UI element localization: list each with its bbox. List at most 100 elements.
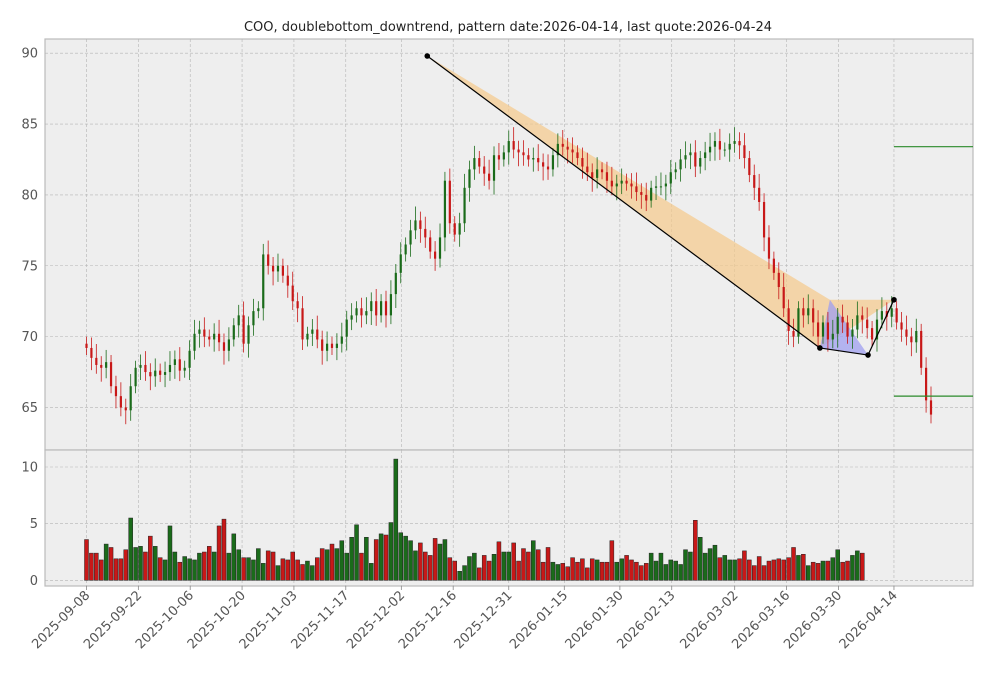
volume-bar	[143, 551, 148, 581]
volume-bar	[457, 571, 462, 581]
volume-bar	[688, 551, 693, 581]
volume-bar	[506, 551, 511, 581]
candle-body	[605, 172, 609, 181]
volume-bar	[776, 558, 782, 581]
volume-bar	[305, 560, 310, 581]
candle-body	[124, 407, 127, 411]
pattern-bands	[427, 56, 894, 356]
candle-body	[571, 149, 574, 153]
volume-bar	[118, 558, 124, 581]
candle-body	[924, 367, 928, 401]
candle-body	[203, 329, 206, 337]
volume-bar	[747, 559, 752, 581]
volume-bar	[535, 549, 541, 581]
candle-body	[851, 329, 854, 337]
volume-bar	[206, 546, 212, 581]
candle-body	[154, 370, 157, 377]
volume-bar	[339, 540, 345, 581]
volume-bar	[526, 551, 531, 581]
candle-body	[586, 166, 589, 173]
candle-body	[527, 155, 530, 160]
candle-body	[394, 272, 397, 295]
candle-body	[414, 220, 417, 231]
volume-bar	[329, 543, 335, 581]
candle-body	[537, 158, 540, 163]
volume-bar	[806, 565, 811, 581]
candle-body	[787, 308, 790, 331]
candle-body	[905, 329, 908, 337]
candle-body	[311, 329, 314, 334]
volume-bar	[295, 559, 300, 581]
price-tick-label: 65	[21, 401, 38, 416]
volume-bar	[172, 551, 178, 581]
volume-bar	[585, 567, 590, 581]
volume-bar	[643, 563, 649, 581]
volume-bar	[388, 522, 394, 581]
candle-body	[777, 272, 780, 288]
volume-bar	[737, 558, 742, 581]
volume-bar	[820, 560, 826, 581]
candle-body	[542, 162, 545, 167]
volume-bar	[364, 537, 369, 581]
volume-bar	[103, 543, 109, 581]
volume-bar	[845, 560, 850, 581]
candle-body	[237, 315, 240, 326]
volume-bar	[202, 551, 207, 581]
candle-body	[281, 265, 284, 276]
candle-body	[561, 143, 564, 147]
candle-body	[910, 336, 913, 343]
candle-body	[797, 308, 800, 337]
volume-bar	[162, 559, 168, 581]
candle-body	[119, 396, 122, 408]
candle-body	[453, 223, 456, 235]
volume-bar	[801, 554, 806, 581]
candle-body	[188, 350, 191, 368]
candle-body	[610, 180, 613, 187]
volume-bar	[575, 561, 580, 581]
candle-body	[635, 186, 638, 193]
candle-body	[507, 141, 510, 153]
candle-body	[895, 308, 898, 323]
volume-bar	[766, 560, 772, 581]
volume-bar	[197, 552, 202, 581]
volume-bar	[835, 549, 840, 581]
candle-body	[664, 183, 667, 187]
volume-bar	[226, 552, 232, 581]
volume-bar	[270, 551, 276, 581]
volume-bar	[108, 547, 114, 581]
candle-body	[306, 333, 309, 340]
volume-bar	[516, 560, 521, 581]
volume-bar	[452, 560, 457, 581]
volume-bar	[742, 550, 747, 581]
candle-body	[522, 152, 525, 156]
volume-bar	[477, 567, 482, 581]
volume-bar	[609, 540, 615, 581]
candle-body	[915, 330, 918, 343]
volume-bar	[673, 560, 678, 581]
candle-body	[880, 311, 884, 320]
candle-body	[733, 141, 736, 144]
candle-body	[340, 336, 343, 344]
volume-bar	[663, 564, 669, 581]
candle-body	[762, 201, 766, 238]
volume-bar	[810, 561, 816, 581]
candle-body	[831, 333, 834, 340]
volume-bar	[648, 552, 654, 581]
candle-body	[517, 149, 520, 153]
candle-body	[384, 301, 388, 316]
pattern-lines	[424, 53, 973, 397]
candle-body	[100, 364, 103, 368]
volume-bars	[84, 458, 865, 581]
candle-body	[232, 325, 235, 340]
candle-body	[492, 155, 496, 181]
price-tick-label: 75	[21, 259, 38, 274]
volume-bar	[241, 557, 246, 581]
candle-body	[252, 311, 255, 326]
candle-body	[90, 347, 93, 358]
candle-body	[920, 330, 923, 368]
volume-bar	[560, 563, 566, 581]
volume-bar	[359, 552, 364, 581]
volume-bar	[496, 541, 502, 581]
candle-body	[846, 322, 849, 337]
candle-body	[360, 308, 363, 316]
